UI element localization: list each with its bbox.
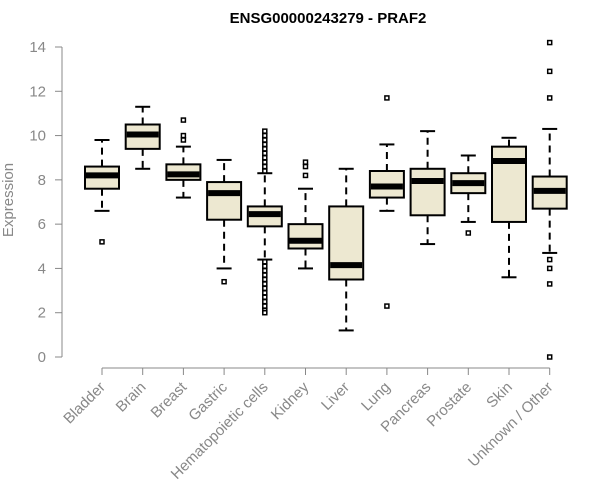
box-lung <box>368 95 405 309</box>
y-axis-label: Expression <box>0 163 17 237</box>
outlier-point <box>262 163 268 170</box>
outlier-point <box>262 281 268 287</box>
outlier-point <box>262 276 268 283</box>
outlier-point <box>546 95 553 101</box>
x-tick-label: Lung <box>358 379 394 415</box>
iqr-box <box>206 181 243 221</box>
x-tick-label: Breast <box>148 378 191 421</box>
y-tick-label: 4 <box>38 260 46 277</box>
box-prostate <box>450 154 487 236</box>
outlier-point <box>262 290 268 296</box>
outlier-point <box>302 159 309 165</box>
outlier-point <box>262 263 268 269</box>
outlier-point <box>99 239 105 245</box>
outlier-point <box>262 272 268 278</box>
boxes-layer <box>84 39 568 360</box>
outlier-point <box>262 128 268 134</box>
y-tick-label: 8 <box>38 172 46 189</box>
box-bladder <box>84 139 120 245</box>
outlier-point <box>262 146 268 152</box>
outlier-point <box>546 39 553 46</box>
box-skin <box>491 136 527 279</box>
y-tick-label: 0 <box>38 349 46 366</box>
outlier-point <box>262 285 268 292</box>
y-tick-label: 2 <box>38 305 46 322</box>
x-tick-label: Brain <box>113 379 150 416</box>
y-tick-label: 6 <box>38 216 46 233</box>
outlier-point <box>180 137 187 143</box>
x-tick-label: Bladder <box>60 379 109 428</box>
outlier-point <box>546 68 553 75</box>
x-tick-label: Liver <box>318 379 353 414</box>
x-tick-label: Skin <box>483 379 516 412</box>
outlier-point <box>262 267 268 274</box>
x-tick-label: Prostate <box>424 379 476 431</box>
outlier-point <box>546 256 553 263</box>
outlier-point <box>384 95 390 101</box>
outlier-point <box>221 278 227 285</box>
outlier-point <box>546 281 553 287</box>
box-hematopoietic-cells <box>246 128 283 316</box>
outlier-point <box>262 150 268 157</box>
outlier-point <box>262 159 268 165</box>
y-tick-label: 12 <box>29 83 46 100</box>
iqr-box <box>287 223 324 250</box>
outlier-point <box>262 132 268 139</box>
box-breast <box>165 117 202 199</box>
outlier-point <box>262 168 268 174</box>
outlier-point <box>546 265 553 272</box>
iqr-box <box>409 167 446 217</box>
outlier-point <box>262 137 268 143</box>
outlier-point <box>180 132 187 139</box>
outlier-point <box>262 141 268 148</box>
outlier-point <box>180 117 187 123</box>
y-tick-label: 10 <box>29 128 46 145</box>
outlier-point <box>262 309 268 316</box>
box-brain <box>124 105 161 170</box>
chart-title: ENSG00000243279 - PRAF2 <box>230 10 427 27</box>
outlier-point <box>262 303 268 309</box>
box-kidney <box>287 159 324 270</box>
iqr-box <box>491 145 527 223</box>
outlier-point <box>262 294 268 300</box>
outlier-point <box>384 303 390 309</box>
outlier-point <box>465 230 472 236</box>
outlier-point <box>302 163 309 170</box>
box-pancreas <box>409 130 446 246</box>
iqr-box <box>328 205 365 281</box>
outlier-point <box>262 298 268 305</box>
outlier-point <box>262 259 268 265</box>
x-tick-label: Kidney <box>268 378 313 423</box>
outlier-point <box>546 354 553 360</box>
box-gastric <box>206 158 243 285</box>
outlier-point <box>262 154 268 161</box>
box-unknown-other <box>531 39 568 360</box>
outlier-point <box>302 172 309 179</box>
y-tick-label: 14 <box>29 39 46 56</box>
box-liver <box>328 167 365 332</box>
